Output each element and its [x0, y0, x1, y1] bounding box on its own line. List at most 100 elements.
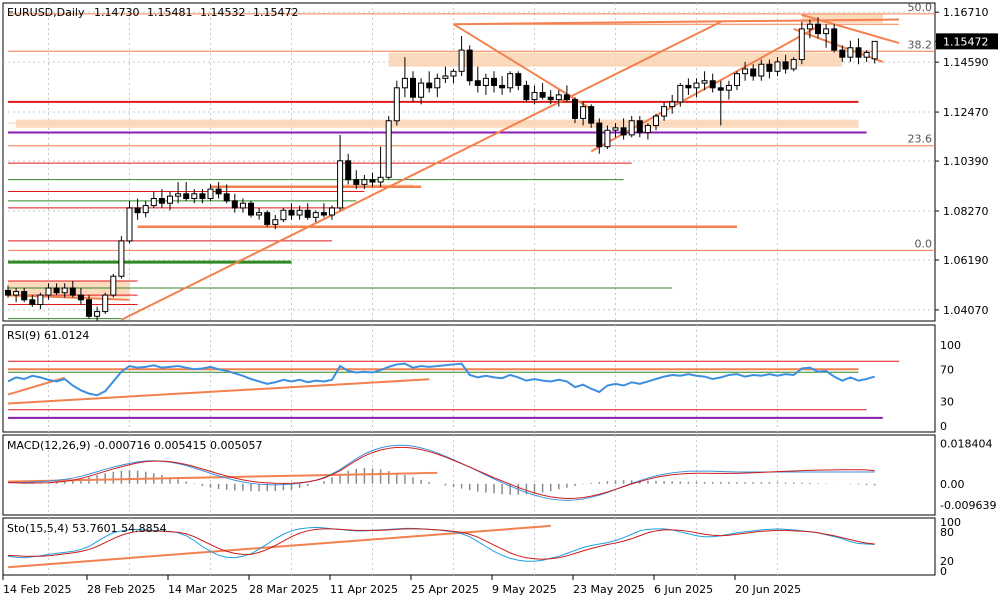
candle-body-28: [231, 200, 238, 209]
candle-body-9: [77, 294, 84, 301]
macd-y-axis: 0.018404 0.00 -0.009639: [940, 437, 996, 511]
candle-body-71: [580, 106, 587, 119]
candle-body-59: [482, 77, 489, 86]
candle-body-51: [418, 82, 425, 98]
candle-body-102: [831, 28, 838, 51]
x-tick-label-9: 20 Jun 2025: [735, 583, 801, 596]
candle-body-35: [288, 209, 295, 216]
rsi-title: RSI(9) 61.0124: [7, 329, 89, 342]
date-x-axis: 14 Feb 2025 28 Feb 2025 14 Mar 2025 28 Mar …: [2, 575, 801, 596]
rsi-ytick-label-2: 30: [940, 396, 954, 409]
price-trendline-0: [120, 20, 722, 321]
candle-body-2: [21, 291, 28, 301]
candle-body-27: [223, 193, 230, 202]
candle-body-8: [69, 287, 76, 296]
candle-body-25: [207, 188, 214, 200]
candle-body-67: [547, 96, 554, 101]
stochastic-panel-frame: [2, 517, 936, 576]
candle-body-101: [823, 28, 830, 35]
candle-body-103: [839, 49, 846, 58]
candle-body-4: [37, 294, 44, 306]
rsi-panel-frame: [2, 324, 936, 433]
x-tick-label-1: 28 Feb 2025: [87, 583, 155, 596]
candle-body-15: [126, 207, 133, 242]
price-ytick-label-6: 1.06190: [943, 254, 989, 267]
candle-body-7: [61, 287, 68, 294]
fibonacci-label-3: 0.0: [915, 237, 933, 250]
price-panel[interactable]: 50.038.223.60.0 1.167101.154721.145901.1…: [2, 1, 998, 322]
candle-body-99: [806, 23, 813, 30]
candle-body-97: [790, 59, 797, 70]
candle-body-43: [353, 179, 360, 185]
candle-body-17: [142, 205, 149, 214]
candle-body-69: [563, 94, 570, 101]
candle-body-93: [758, 63, 765, 77]
stochastic-trendlines: [7, 524, 551, 569]
candle-body-21: [175, 193, 182, 197]
candle-body-90: [734, 73, 740, 86]
price-candles: [5, 17, 878, 321]
candle-body-22: [183, 193, 190, 200]
candle-body-58: [474, 80, 481, 86]
candle-body-50: [410, 77, 416, 98]
candle-body-47: [385, 120, 392, 178]
candle-body-29: [239, 202, 246, 209]
candle-body-91: [742, 68, 749, 75]
candle-body-42: [345, 160, 352, 181]
candle-body-104: [847, 47, 854, 58]
x-tick-label-5: 25 Apr 2025: [411, 583, 479, 596]
candle-body-53: [434, 77, 441, 89]
candle-body-0: [5, 289, 11, 296]
candle-body-79: [644, 124, 651, 134]
stochastic-series: [7, 526, 875, 562]
rsi-panel[interactable]: 100 70 30 0 RSI(9) 61.0124: [2, 324, 961, 433]
candle-body-14: [118, 240, 125, 277]
price-trendline-6: [7, 294, 130, 301]
candle-body-81: [661, 106, 668, 117]
candle-body-54: [442, 75, 449, 79]
candle-body-96: [782, 61, 789, 70]
current-price-label: 1.15472: [943, 35, 989, 48]
candle-body-41: [337, 160, 344, 209]
sto-ytick-label-0: 100: [940, 516, 961, 529]
candle-body-52: [426, 82, 433, 89]
candle-body-86: [701, 80, 708, 84]
price-panel-frame: [2, 2, 936, 322]
candle-body-31: [256, 212, 263, 216]
candle-body-26: [215, 188, 222, 195]
price-ytick-label-0: 1.16710: [943, 6, 989, 19]
x-tick-label-6: 9 May 2025: [492, 583, 557, 596]
candle-body-73: [596, 122, 603, 148]
candle-body-33: [272, 219, 279, 225]
ohlc-high: 1.15481: [147, 6, 193, 19]
candle-body-46: [377, 176, 384, 183]
candle-body-13: [110, 275, 117, 296]
macd-ytick-label-0: 0.018404: [940, 437, 993, 450]
ohlc-open: 1.14730: [94, 6, 140, 19]
price-zone-1: [388, 52, 843, 67]
macd-panel[interactable]: 0.018404 0.00 -0.009639 MACD(12,26,9) -0.0…: [2, 434, 996, 516]
price-zone-2: [16, 119, 859, 128]
macd-ytick-label-2: -0.009639: [940, 499, 996, 512]
macd-title: MACD(12,26,9) -0.000716 0.005415 0.00505…: [7, 439, 262, 452]
ohlc-low: 1.14532: [200, 6, 246, 19]
candle-body-72: [588, 106, 595, 124]
price-ytick-label-2: 1.14590: [943, 56, 989, 69]
price-ytick-label-3: 1.12470: [943, 106, 989, 119]
fibonacci-label-1: 38.2: [908, 38, 933, 51]
candle-body-76: [620, 127, 627, 136]
candle-body-98: [798, 28, 805, 61]
candle-body-66: [539, 92, 546, 98]
candle-body-10: [86, 299, 92, 317]
x-tick-label-4: 11 Apr 2025: [330, 583, 398, 596]
candle-body-94: [766, 63, 773, 72]
candle-body-74: [604, 129, 611, 148]
rsi-levels: [8, 360, 899, 419]
sto-ytick-label-3: 0: [940, 565, 947, 578]
x-tick-label-3: 28 Mar 2025: [249, 583, 319, 596]
rsi-line: [7, 362, 875, 397]
candle-body-106: [863, 51, 870, 58]
